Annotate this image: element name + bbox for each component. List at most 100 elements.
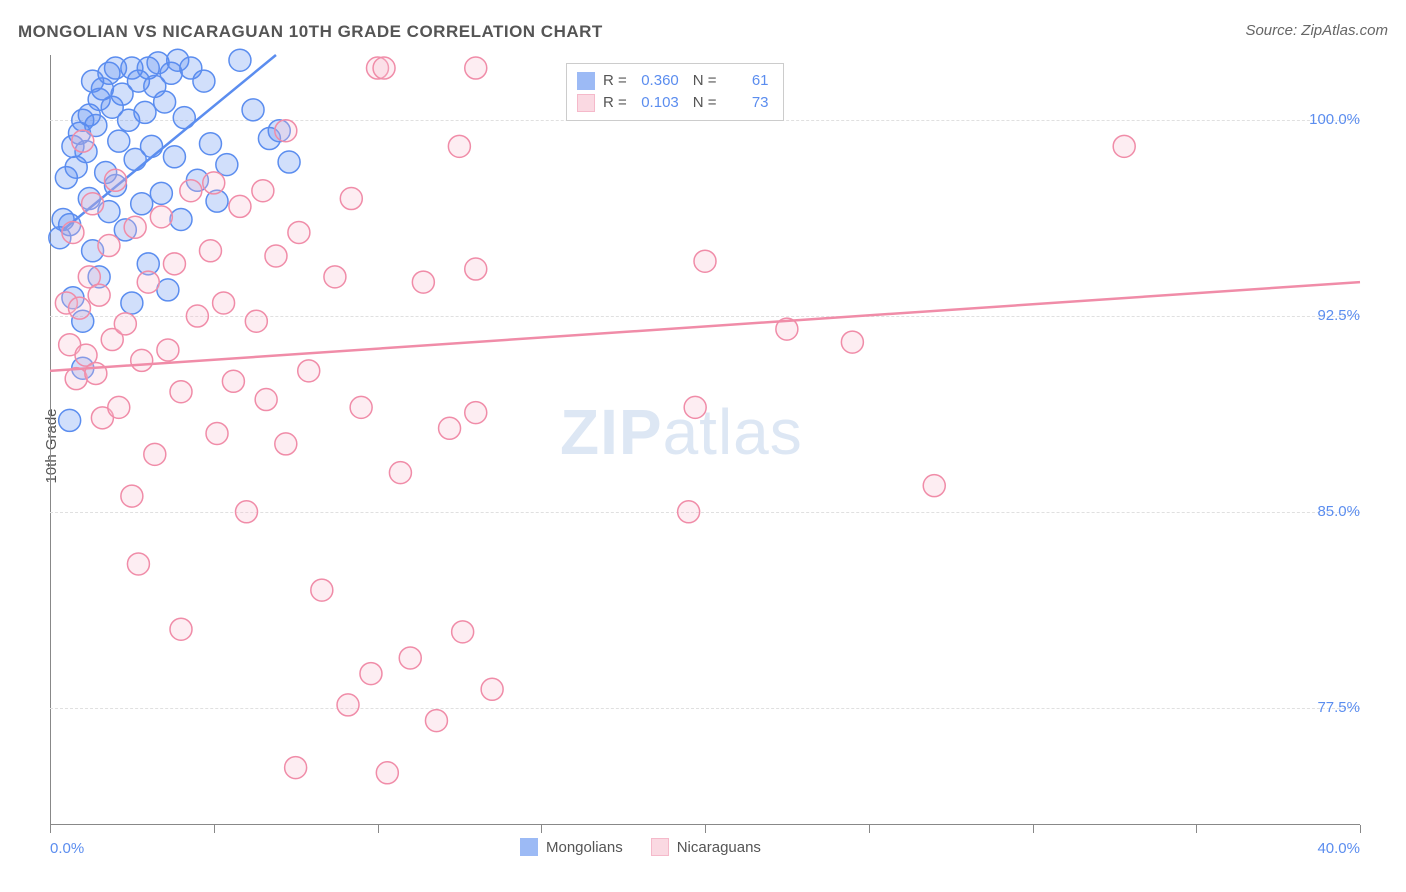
data-point-nicaraguans [108, 396, 130, 418]
data-point-nicaraguans [465, 57, 487, 79]
data-point-nicaraguans [1113, 135, 1135, 157]
x-min-label: 0.0% [50, 840, 84, 857]
data-point-nicaraguans [82, 193, 104, 215]
data-point-nicaraguans [127, 553, 149, 575]
x-max-label: 40.0% [1317, 840, 1360, 857]
data-point-nicaraguans [68, 297, 90, 319]
data-point-mongolians [229, 49, 251, 71]
data-point-nicaraguans [170, 381, 192, 403]
data-point-nicaraguans [373, 57, 395, 79]
x-tick [869, 825, 870, 833]
data-point-nicaraguans [439, 417, 461, 439]
data-point-nicaraguans [298, 360, 320, 382]
data-point-nicaraguans [337, 694, 359, 716]
r-value-0: 0.360 [635, 70, 679, 92]
data-point-mongolians [193, 70, 215, 92]
data-point-nicaraguans [121, 485, 143, 507]
n-label-0: N = [693, 70, 717, 92]
data-point-mongolians [121, 292, 143, 314]
x-tick [214, 825, 215, 833]
data-point-mongolians [59, 409, 81, 431]
data-point-nicaraguans [98, 235, 120, 257]
data-point-mongolians [242, 99, 264, 121]
data-point-nicaraguans [114, 313, 136, 335]
data-point-nicaraguans [206, 422, 228, 444]
data-point-mongolians [131, 193, 153, 215]
x-tick [541, 825, 542, 833]
data-point-nicaraguans [144, 443, 166, 465]
data-point-nicaraguans [275, 120, 297, 142]
data-point-nicaraguans [465, 258, 487, 280]
data-point-nicaraguans [324, 266, 346, 288]
n-value-1: 73 [725, 92, 769, 114]
data-point-nicaraguans [124, 216, 146, 238]
data-point-nicaraguans [923, 475, 945, 497]
data-point-mongolians [154, 91, 176, 113]
chart-container: MONGOLIAN VS NICARAGUAN 10TH GRADE CORRE… [0, 0, 1406, 892]
data-point-nicaraguans [72, 130, 94, 152]
data-point-mongolians [278, 151, 300, 173]
data-point-nicaraguans [285, 757, 307, 779]
data-point-nicaraguans [203, 172, 225, 194]
swatch-mongolians [577, 72, 595, 90]
data-point-mongolians [150, 182, 172, 204]
data-point-nicaraguans [389, 462, 411, 484]
legend-swatch-mongolians [520, 838, 538, 856]
n-label-1: N = [693, 92, 717, 114]
stats-box: R = 0.360 N = 61 R = 0.103 N = 73 [566, 63, 784, 121]
data-point-nicaraguans [229, 195, 251, 217]
data-point-nicaraguans [213, 292, 235, 314]
data-point-nicaraguans [252, 180, 274, 202]
data-point-nicaraguans [350, 396, 372, 418]
data-point-nicaraguans [236, 501, 258, 523]
data-point-nicaraguans [376, 762, 398, 784]
data-point-mongolians [163, 146, 185, 168]
data-point-nicaraguans [222, 370, 244, 392]
data-point-nicaraguans [360, 663, 382, 685]
data-point-nicaraguans [88, 284, 110, 306]
plot-svg [50, 55, 1360, 825]
data-point-mongolians [108, 130, 130, 152]
n-value-0: 61 [725, 70, 769, 92]
data-point-nicaraguans [245, 310, 267, 332]
data-point-nicaraguans [425, 710, 447, 732]
legend-item-mongolians: Mongolians [520, 838, 623, 856]
data-point-nicaraguans [85, 362, 107, 384]
data-point-nicaraguans [157, 339, 179, 361]
data-point-nicaraguans [65, 368, 87, 390]
data-point-nicaraguans [694, 250, 716, 272]
data-point-nicaraguans [275, 433, 297, 455]
data-point-mongolians [216, 154, 238, 176]
data-point-mongolians [199, 133, 221, 155]
data-point-nicaraguans [684, 396, 706, 418]
data-point-nicaraguans [180, 180, 202, 202]
legend-item-nicaraguans: Nicaraguans [651, 838, 761, 856]
data-point-nicaraguans [131, 349, 153, 371]
swatch-nicaraguans [577, 94, 595, 112]
chart-title: MONGOLIAN VS NICARAGUAN 10TH GRADE CORRE… [18, 22, 603, 42]
data-point-nicaraguans [311, 579, 333, 601]
data-point-mongolians [134, 101, 156, 123]
data-point-nicaraguans [137, 271, 159, 293]
x-tick [1196, 825, 1197, 833]
data-point-mongolians [170, 208, 192, 230]
data-point-mongolians [141, 135, 163, 157]
stats-row-1: R = 0.103 N = 73 [577, 92, 769, 114]
y-tick-label: 85.0% [1300, 503, 1360, 520]
legend-label-nicaraguans: Nicaraguans [677, 839, 761, 856]
plot-area: ZIPatlas R = 0.360 N = 61 R = 0.103 N = … [50, 55, 1360, 825]
data-point-nicaraguans [678, 501, 700, 523]
data-point-mongolians [157, 279, 179, 301]
data-point-nicaraguans [255, 389, 277, 411]
data-point-nicaraguans [448, 135, 470, 157]
data-point-nicaraguans [452, 621, 474, 643]
data-point-nicaraguans [412, 271, 434, 293]
data-point-nicaraguans [399, 647, 421, 669]
data-point-nicaraguans [340, 188, 362, 210]
x-tick [705, 825, 706, 833]
x-tick [50, 825, 51, 833]
data-point-nicaraguans [465, 402, 487, 424]
r-value-1: 0.103 [635, 92, 679, 114]
y-tick-label: 77.5% [1300, 699, 1360, 716]
r-label-0: R = [603, 70, 627, 92]
